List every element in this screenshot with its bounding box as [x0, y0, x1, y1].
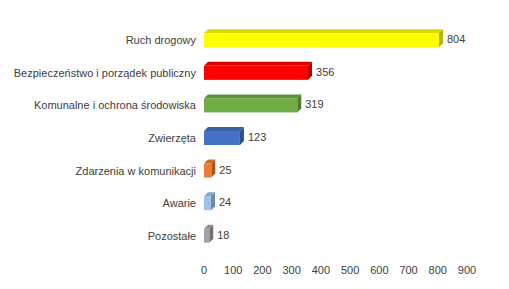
- bar-side: [211, 192, 215, 210]
- tick-label: 0: [201, 264, 207, 276]
- data-label: 25: [219, 164, 231, 176]
- category-label: Zdarzenia w komunikacji: [76, 165, 196, 177]
- bar: [204, 98, 297, 112]
- tick-label: 800: [429, 264, 447, 276]
- bar-top: [204, 62, 312, 66]
- category-label: Awarie: [163, 197, 196, 209]
- tick-label: 400: [312, 264, 330, 276]
- bar-top: [204, 29, 443, 33]
- tick-label: 600: [370, 264, 388, 276]
- bar: [204, 229, 209, 243]
- data-label: 319: [305, 98, 323, 110]
- bars: [204, 29, 443, 242]
- bar: [204, 131, 240, 145]
- tick-label: 300: [282, 264, 300, 276]
- data-label: 24: [219, 196, 231, 208]
- tick-label: 100: [224, 264, 242, 276]
- data-label: 18: [217, 229, 229, 241]
- data-label: 804: [447, 33, 465, 45]
- bar-top: [204, 94, 301, 98]
- category-label: Komunalne i ochrona środowiska: [34, 99, 197, 111]
- category-label: Bezpieczeństwo i porządek publiczny: [14, 67, 197, 79]
- tick-label: 500: [341, 264, 359, 276]
- data-label: 356: [316, 66, 334, 78]
- tick-label: 700: [399, 264, 417, 276]
- bar-side: [308, 62, 312, 80]
- data-label: 123: [248, 131, 266, 143]
- category-label: Pozostałe: [148, 230, 196, 242]
- bar: [204, 164, 211, 178]
- labels: Ruch drogowy 804 Bezpieczeństwo i porządek…: [14, 33, 476, 276]
- chart: Ruch drogowy 804 Bezpieczeństwo i porządek…: [0, 0, 509, 289]
- bar-side: [439, 29, 443, 47]
- tick-label: 200: [253, 264, 271, 276]
- bar-side: [240, 127, 244, 145]
- bar-side: [209, 225, 213, 243]
- category-label: Ruch drogowy: [126, 34, 197, 46]
- category-label: Zwierzęta: [148, 132, 197, 144]
- bar-top: [204, 127, 244, 131]
- bar: [204, 66, 308, 80]
- bar: [204, 196, 211, 210]
- bar: [204, 33, 439, 47]
- tick-label: 900: [458, 264, 476, 276]
- bar-side: [211, 160, 215, 178]
- bar-side: [297, 94, 301, 112]
